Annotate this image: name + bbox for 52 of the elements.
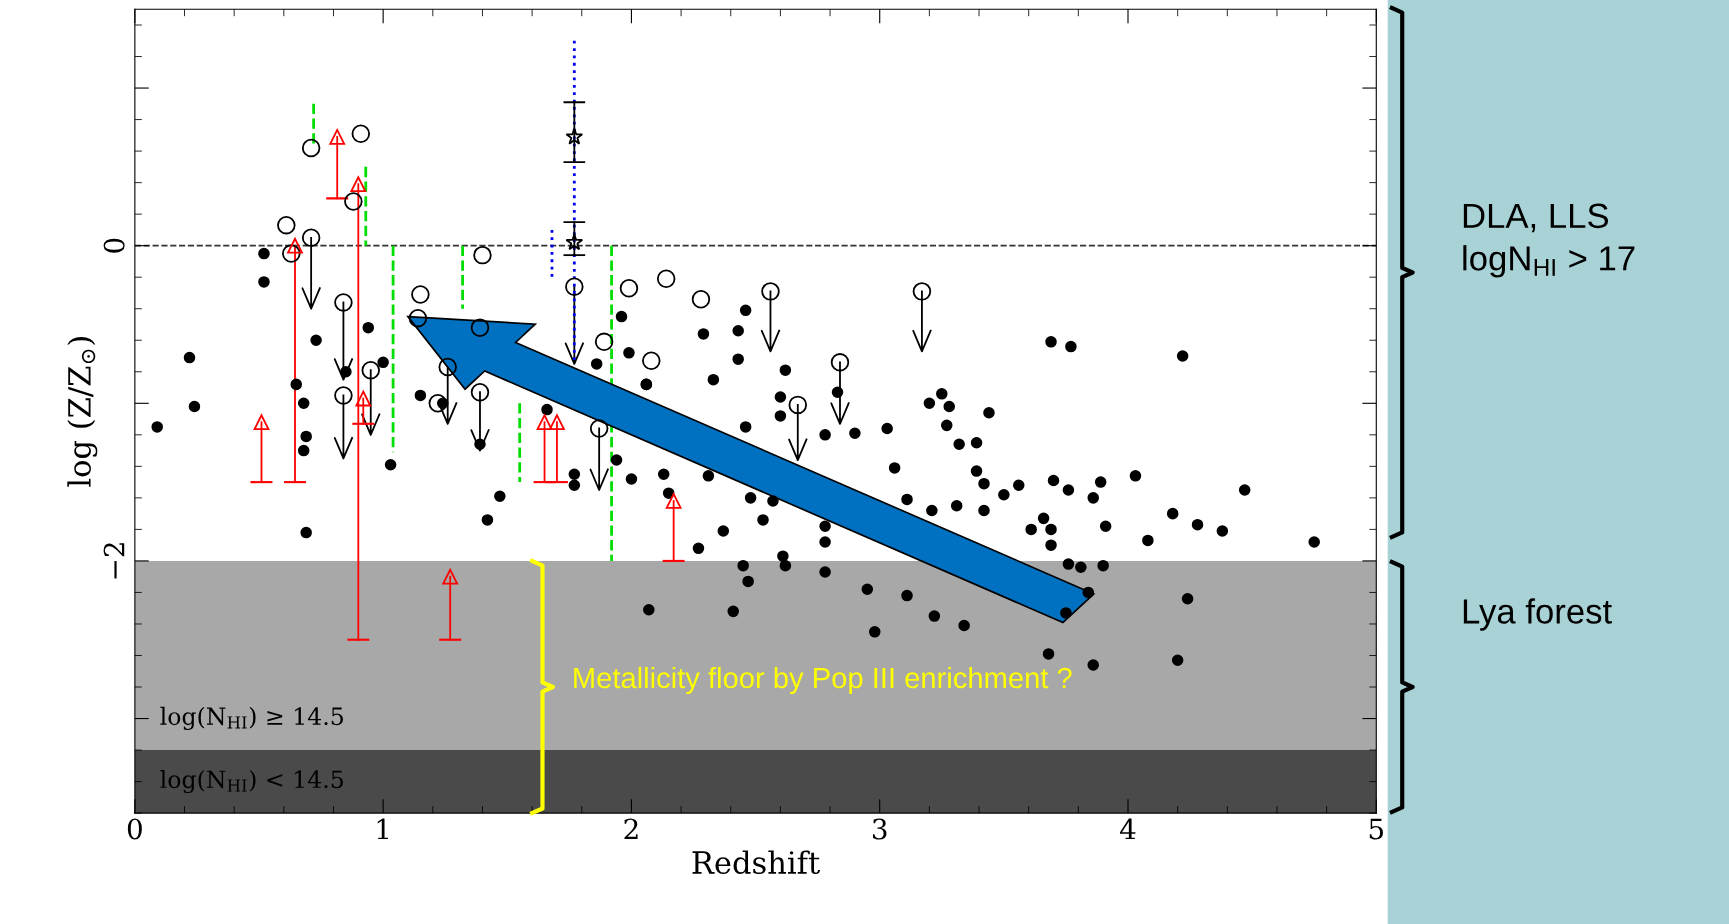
point xyxy=(565,277,584,296)
annotation: Metallicity floor by Pop III enrichment ? xyxy=(574,666,1072,695)
point xyxy=(761,282,780,301)
point xyxy=(301,228,321,248)
band-label: log(N$_{HI}$) < 14.5 xyxy=(160,769,343,794)
point xyxy=(470,318,490,337)
point xyxy=(350,176,367,193)
point xyxy=(912,282,932,301)
point xyxy=(351,124,371,144)
point xyxy=(656,269,676,289)
point xyxy=(642,351,661,370)
point xyxy=(334,386,353,405)
point xyxy=(788,395,808,415)
y-axis-title: log (Z/Z$_{⊙}$) xyxy=(67,337,98,487)
point xyxy=(594,332,614,352)
point xyxy=(301,138,321,158)
point xyxy=(277,215,296,235)
x-tick-label: 5 xyxy=(1369,818,1383,840)
point xyxy=(355,390,372,407)
x-tick-label: 1 xyxy=(377,818,389,840)
point xyxy=(565,233,584,251)
point xyxy=(665,493,682,509)
point xyxy=(287,237,303,254)
point xyxy=(411,285,430,304)
x-tick-label: 3 xyxy=(873,818,887,840)
x-tick-label: 2 xyxy=(624,818,638,840)
point xyxy=(438,357,457,377)
text: Lya forest xyxy=(1463,598,1612,631)
point xyxy=(428,394,448,413)
point xyxy=(282,244,301,263)
point xyxy=(344,192,363,211)
point xyxy=(470,383,490,402)
point xyxy=(536,414,553,431)
point xyxy=(549,414,565,431)
band-label: log(N$_{HI}$) ≥ 14.5 xyxy=(160,706,343,731)
point xyxy=(442,568,459,585)
point xyxy=(619,278,639,298)
text: DLA, LLS logN$_{HI}$ > 17 xyxy=(1463,203,1635,278)
point xyxy=(361,360,380,380)
point xyxy=(589,419,609,438)
x-tick-label: 0 xyxy=(127,818,142,840)
point xyxy=(691,290,711,309)
point xyxy=(565,127,584,145)
point xyxy=(473,245,492,265)
x-tick-label: 4 xyxy=(1120,818,1136,840)
point xyxy=(334,293,353,312)
point xyxy=(408,308,428,328)
point xyxy=(830,353,850,372)
point xyxy=(253,414,270,431)
x-axis-title: Redshift xyxy=(692,850,821,875)
point xyxy=(329,129,346,145)
y-tick-label: −2 xyxy=(103,543,125,579)
